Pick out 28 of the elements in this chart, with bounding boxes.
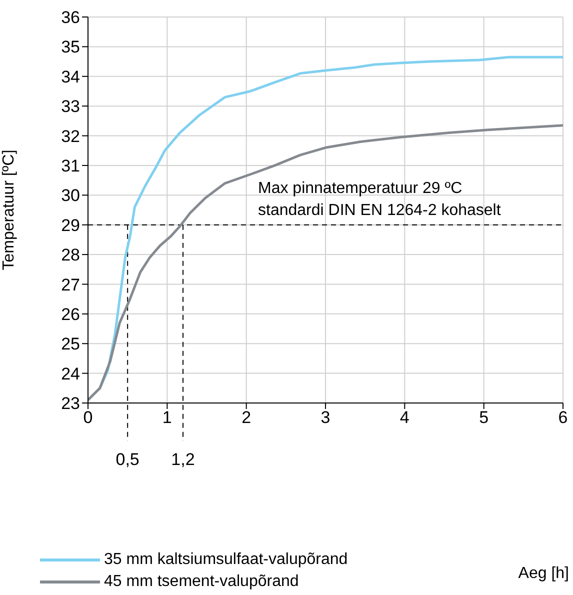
y-tick-label: 25 (61, 334, 80, 354)
y-tick-label: 26 (61, 304, 80, 324)
x-tick-label: 6 (558, 408, 568, 428)
ref-line-label: Max pinnatemperatuur 29 ºC standardi DIN EN 1264-2 kohaselt (258, 180, 502, 219)
legend-label: 45 mm tsement-valupõrand (104, 572, 299, 592)
y-tick-label: 36 (61, 8, 80, 28)
x-tick-label: 4 (400, 408, 410, 428)
y-tick-label: 32 (61, 126, 80, 146)
y-tick-label: 29 (61, 216, 80, 235)
x-tick-label: 5 (479, 408, 489, 428)
text: Aeg [h] (518, 565, 569, 583)
y-tick-label: 34 (61, 67, 80, 86)
ref-line-label: 0,5 (116, 450, 140, 469)
x-tick-label: 2 (242, 408, 252, 428)
y-tick-label: 33 (61, 97, 80, 116)
y-axis-title: Temperatuur [ºC] (0, 150, 18, 270)
y-tick-label: 24 (61, 364, 80, 384)
y-tick-label: 27 (61, 275, 80, 294)
x-tick-label: 0 (83, 408, 93, 428)
legend-label: 35 mm kaltsiumsulfaat-valupõrand (104, 550, 348, 570)
y-tick-label: 28 (61, 246, 80, 265)
y-tick-label: 23 (61, 394, 80, 414)
y-tick-label: 31 (61, 156, 80, 176)
y-tick-label: 30 (61, 186, 80, 206)
x-tick-label: 1 (162, 408, 172, 428)
x-tick-label: 3 (320, 408, 330, 428)
ref-line-label: 1,2 (171, 450, 195, 469)
y-tick-label: 35 (61, 38, 80, 57)
